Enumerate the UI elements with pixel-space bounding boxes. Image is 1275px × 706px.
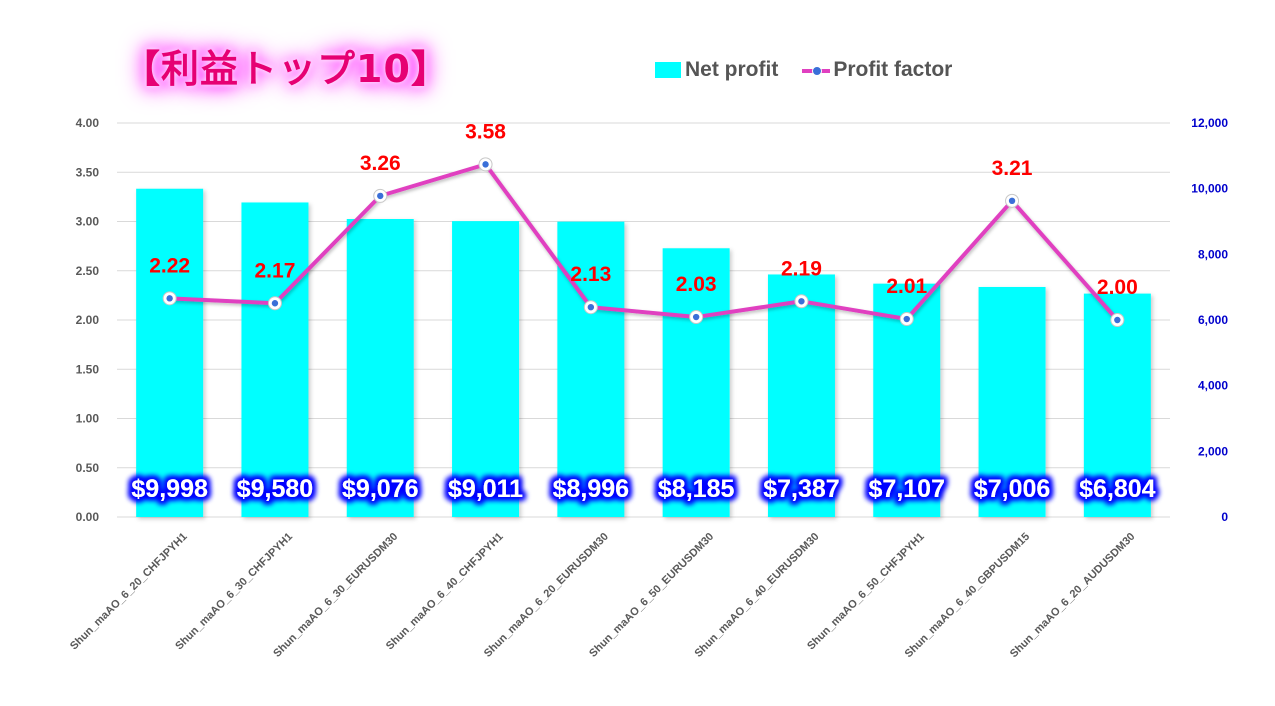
net-profit-bar xyxy=(662,248,730,518)
category-axis-label: Shun_maAO_6_40_GBPUSDM15 xyxy=(903,531,1033,661)
net-profit-bar xyxy=(452,221,520,517)
category-axis-label: Shun_maAO_6_30_CHFJPYH1 xyxy=(173,531,295,653)
profit-factor-marker-core xyxy=(482,161,489,168)
left-axis-tick-label: 2.50 xyxy=(76,264,100,278)
category-axis-label: Shun_maAO_6_20_EURUSDM30 xyxy=(482,531,611,660)
net-profit-bar xyxy=(767,274,835,517)
profit-factor-data-label: 2.19 xyxy=(781,257,822,280)
right-axis-tick-label: 0 xyxy=(1221,510,1228,524)
net-profit-bar xyxy=(1083,293,1151,517)
profit-factor-data-label: 2.13 xyxy=(570,263,611,286)
profit-factor-data-label: 3.21 xyxy=(992,157,1033,180)
legend-bar-swatch xyxy=(655,62,681,78)
net-profit-data-label: $8,996 xyxy=(553,475,629,503)
net-profit-data-label: $8,185 xyxy=(658,475,735,503)
net-profit-data-label: $7,107 xyxy=(869,475,945,503)
profit-factor-data-label: 2.03 xyxy=(676,273,717,296)
left-axis-tick-label: 1.50 xyxy=(76,362,100,376)
left-axis-tick-label: 4.00 xyxy=(76,116,100,130)
net-profit-data-label: $9,998 xyxy=(131,475,208,503)
net-profit-bar xyxy=(136,188,204,517)
net-profit-data-label: $6,804 xyxy=(1079,475,1156,503)
chart-title: 【利益トップ10】 xyxy=(122,47,450,91)
left-axis-tick-label: 3.50 xyxy=(76,165,100,179)
net-profit-data-label: $9,076 xyxy=(342,475,418,503)
profit-factor-marker-core xyxy=(903,315,910,323)
left-axis-tick-label: 0.50 xyxy=(76,461,100,475)
left-axis-tick-label: 1.00 xyxy=(76,412,100,426)
right-axis-tick-label: 4,000 xyxy=(1198,379,1228,393)
profit-factor-marker-core xyxy=(798,298,805,305)
net-profit-data-label: $7,387 xyxy=(763,475,839,503)
profit-factor-line xyxy=(169,162,1119,322)
right-axis-tick-label: 8,000 xyxy=(1198,247,1228,261)
profit-factor-data-label: 2.22 xyxy=(149,254,190,277)
legend-item-profit-factor: Profit factor xyxy=(802,58,952,82)
category-axis-label: Shun_maAO_6_30_EURUSDM30 xyxy=(271,531,400,660)
net-profit-bar xyxy=(241,202,309,517)
right-axis-tick-label: 2,000 xyxy=(1198,444,1228,458)
net-profit-data-label: $9,011 xyxy=(448,475,523,503)
legend-item-net-profit: Net profit xyxy=(655,58,778,82)
profit-factor-marker-core xyxy=(1008,197,1016,205)
legend-label-profit-factor: Profit factor xyxy=(833,58,953,81)
net-profit-bar xyxy=(978,286,1046,517)
category-axis-label: Shun_maAO_6_40_EURUSDM30 xyxy=(692,531,821,660)
legend-label-net-profit: Net profit xyxy=(685,58,779,81)
left-axis-tick-label: 0.00 xyxy=(76,510,100,524)
net-profit-bar xyxy=(346,219,414,517)
profit-factor-marker-core xyxy=(377,192,384,200)
category-axis-label: Shun_maAO_6_50_EURUSDM30 xyxy=(587,531,716,660)
chart-legend: Net profit Profit factor xyxy=(655,58,976,82)
right-axis-tick-label: 12,000 xyxy=(1191,116,1228,130)
net-profit-bar xyxy=(557,221,625,517)
profit-factor-data-label: 3.58 xyxy=(465,120,506,143)
profit-factor-marker-core xyxy=(1114,316,1121,324)
profit-factor-marker-core xyxy=(271,300,279,307)
right-axis-tick-label: 6,000 xyxy=(1198,313,1228,327)
profit-factor-data-label: 2.01 xyxy=(886,275,927,298)
profit-factor-data-label: 3.26 xyxy=(360,152,401,175)
category-axis-label: Shun_maAO_6_20_CHFJPYH1 xyxy=(68,531,190,653)
net-profit-data-label: $7,006 xyxy=(974,475,1050,503)
category-axis-label: Shun_maAO_6_40_CHFJPYH1 xyxy=(384,531,506,653)
profit-factor-data-label: 2.00 xyxy=(1097,276,1138,299)
profit-factor-marker-core xyxy=(692,313,700,321)
left-axis-tick-label: 2.00 xyxy=(76,313,100,327)
net-profit-data-label: $9,580 xyxy=(237,475,313,503)
left-axis-tick-label: 3.00 xyxy=(76,215,100,229)
profit-factor-marker-core xyxy=(166,295,173,302)
category-axis-label: Shun_maAO_6_50_CHFJPYH1 xyxy=(805,531,927,653)
profit-factor-marker-core xyxy=(587,303,595,311)
right-axis-tick-label: 10,000 xyxy=(1191,182,1228,196)
legend-line-swatch xyxy=(802,62,831,78)
profit-factor-data-label: 2.17 xyxy=(255,259,296,282)
category-axis-label: Shun_maAO_6_20_AUDUSDM30 xyxy=(1008,531,1138,661)
